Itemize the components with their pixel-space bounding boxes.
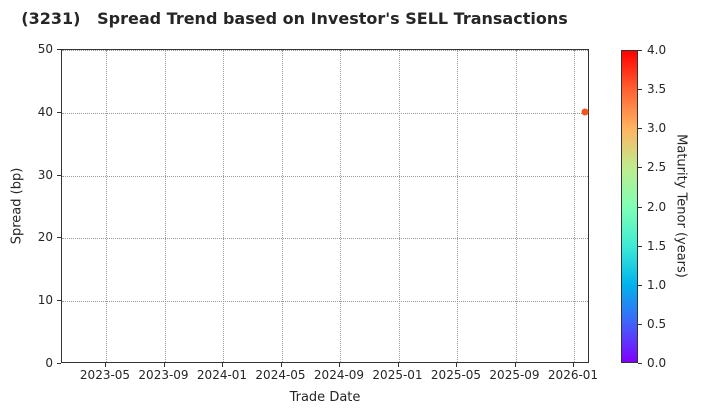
x-tick-mark	[105, 363, 106, 367]
y-tick-mark	[57, 111, 61, 113]
x-gridline	[574, 50, 575, 362]
colorbar-tick-label: 2.5	[647, 160, 667, 175]
x-tick-label: 2024-05	[255, 368, 306, 382]
x-tick-mark	[163, 363, 165, 367]
colorbar-tick-mark	[638, 128, 642, 130]
chart-title: (3231) Spread Trend based on Investor's …	[21, 9, 568, 28]
x-tick-label: 2025-01	[372, 368, 423, 382]
x-tick-mark	[397, 363, 399, 367]
colorbar-tick-mark	[638, 167, 642, 169]
colorbar-tick-label: 2.0	[647, 199, 667, 214]
x-gridline	[457, 50, 458, 362]
y-gridline	[62, 301, 588, 303]
data-point	[581, 108, 589, 116]
y-tick-mark	[57, 363, 61, 364]
x-gridline	[106, 50, 107, 362]
colorbar-tick-mark	[638, 50, 642, 51]
y-tick-mark	[57, 174, 61, 176]
y-tick-mark	[57, 237, 61, 239]
y-gridline	[62, 112, 588, 114]
y-tick-label: 50	[37, 42, 53, 56]
colorbar-tick-mark	[638, 284, 642, 286]
y-tick-label: 20	[37, 230, 53, 245]
x-tick-mark	[280, 363, 282, 367]
y-tick-mark	[57, 49, 61, 50]
x-tick-label: 2023-05	[79, 368, 131, 382]
x-tick-mark	[339, 363, 340, 367]
colorbar-tick-mark	[638, 245, 642, 247]
x-gridline	[164, 50, 166, 362]
y-tick-label: 10	[37, 293, 53, 308]
x-gridline	[515, 50, 517, 362]
colorbar-tick-label: 0.5	[647, 316, 667, 331]
x-tick-mark	[573, 363, 574, 367]
colorbar-tick-mark	[638, 323, 642, 325]
y-tick-label: 40	[37, 104, 53, 119]
y-gridline	[62, 175, 588, 177]
y-tick-label: 0	[45, 356, 53, 370]
colorbar-tick-label: 3.0	[647, 121, 667, 136]
x-tick-mark	[456, 363, 457, 367]
x-tick-mark	[514, 363, 516, 367]
colorbar	[621, 50, 638, 363]
colorbar-tick-mark	[638, 363, 642, 364]
x-tick-label: 2025-05	[430, 368, 482, 382]
x-tick-label: 2023-09	[138, 368, 189, 382]
x-tick-label: 2024-01	[196, 368, 248, 382]
colorbar-tick-label: 1.5	[647, 238, 667, 253]
x-axis-label: Trade Date	[289, 390, 361, 405]
x-tick-mark	[222, 363, 223, 367]
x-gridline	[398, 50, 400, 362]
plot-area	[61, 49, 589, 363]
x-tick-label: 2025-09	[489, 368, 540, 382]
colorbar-tick-mark	[638, 89, 642, 91]
colorbar-tick-label: 4.0	[647, 43, 667, 57]
y-gridline	[62, 50, 588, 51]
x-gridline	[340, 50, 341, 362]
colorbar-label: Maturity Tenor (years)	[673, 134, 689, 278]
x-gridline	[223, 50, 224, 362]
x-tick-label: 2024-09	[313, 368, 365, 382]
colorbar-tick-label: 3.5	[647, 82, 667, 97]
colorbar-tick-label: 1.0	[647, 277, 667, 292]
y-tick-mark	[57, 300, 61, 302]
colorbar-tick-label: 0.0	[647, 356, 667, 370]
y-tick-label: 30	[37, 167, 53, 182]
x-tick-label: 2026-01	[547, 368, 599, 382]
x-gridline	[281, 50, 283, 362]
colorbar-tick-mark	[638, 206, 642, 208]
y-gridline	[62, 238, 588, 240]
